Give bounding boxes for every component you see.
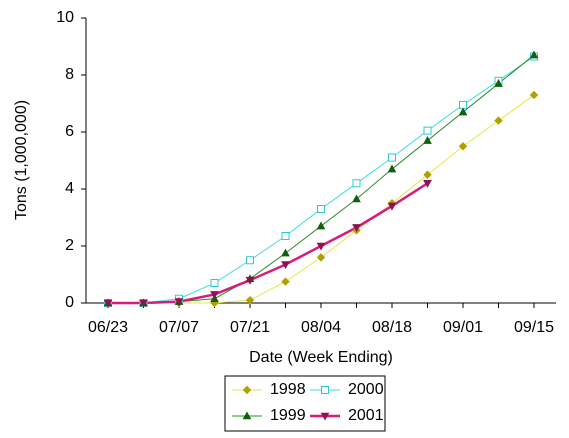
series-line <box>108 182 429 305</box>
y-tick-label: 0 <box>65 294 74 311</box>
marker <box>423 136 432 144</box>
marker <box>242 385 252 395</box>
x-tick-label: 08/18 <box>372 319 412 336</box>
marker <box>210 291 219 299</box>
marker <box>316 221 326 230</box>
marker <box>387 164 397 173</box>
x-tick-label: 07/07 <box>159 319 199 336</box>
x-axis-label: Date (Week Ending) <box>249 349 393 366</box>
legend-box <box>224 375 386 432</box>
marker <box>494 79 503 87</box>
y-tick-label: 4 <box>65 180 74 197</box>
marker <box>458 107 468 116</box>
marker <box>529 90 539 100</box>
marker <box>174 298 184 307</box>
marker <box>388 153 396 162</box>
marker <box>281 248 290 257</box>
marker <box>139 299 148 308</box>
marker <box>423 126 432 135</box>
marker <box>246 256 254 265</box>
legend-label: 2001 <box>348 407 384 424</box>
y-tick-label: 8 <box>65 66 74 83</box>
marker <box>321 386 329 394</box>
marker <box>320 412 330 421</box>
x-tick-label: 09/01 <box>443 319 483 336</box>
marker <box>245 276 255 285</box>
x-tick-label: 07/21 <box>230 319 270 336</box>
legend-label: 1998 <box>270 381 306 398</box>
marker <box>458 142 468 151</box>
marker <box>494 116 503 125</box>
marker <box>316 242 326 251</box>
marker <box>423 170 432 179</box>
marker <box>210 279 219 288</box>
marker <box>281 232 290 241</box>
x-tick-label: 09/15 <box>514 319 554 336</box>
marker <box>529 50 539 59</box>
y-tick-label: 10 <box>56 9 74 26</box>
legend-label: 2000 <box>348 381 384 398</box>
x-tick-label: 06/23 <box>88 319 128 336</box>
marker <box>103 299 113 308</box>
x-tick-label: 08/04 <box>301 319 341 336</box>
y-tick-label: 6 <box>65 123 74 140</box>
marker <box>352 179 361 188</box>
y-tick-label: 2 <box>65 237 74 254</box>
marker <box>459 100 467 109</box>
y-axis-label: Tons (1,000,000) <box>13 100 30 220</box>
marker <box>245 295 255 305</box>
marker <box>423 180 432 188</box>
marker <box>352 194 361 203</box>
marker <box>316 253 326 262</box>
marker <box>317 204 325 213</box>
marker <box>242 411 252 420</box>
marker <box>387 202 397 211</box>
marker <box>352 224 361 233</box>
legend-label: 1999 <box>270 407 306 424</box>
marker <box>281 277 290 286</box>
marker <box>281 261 290 270</box>
